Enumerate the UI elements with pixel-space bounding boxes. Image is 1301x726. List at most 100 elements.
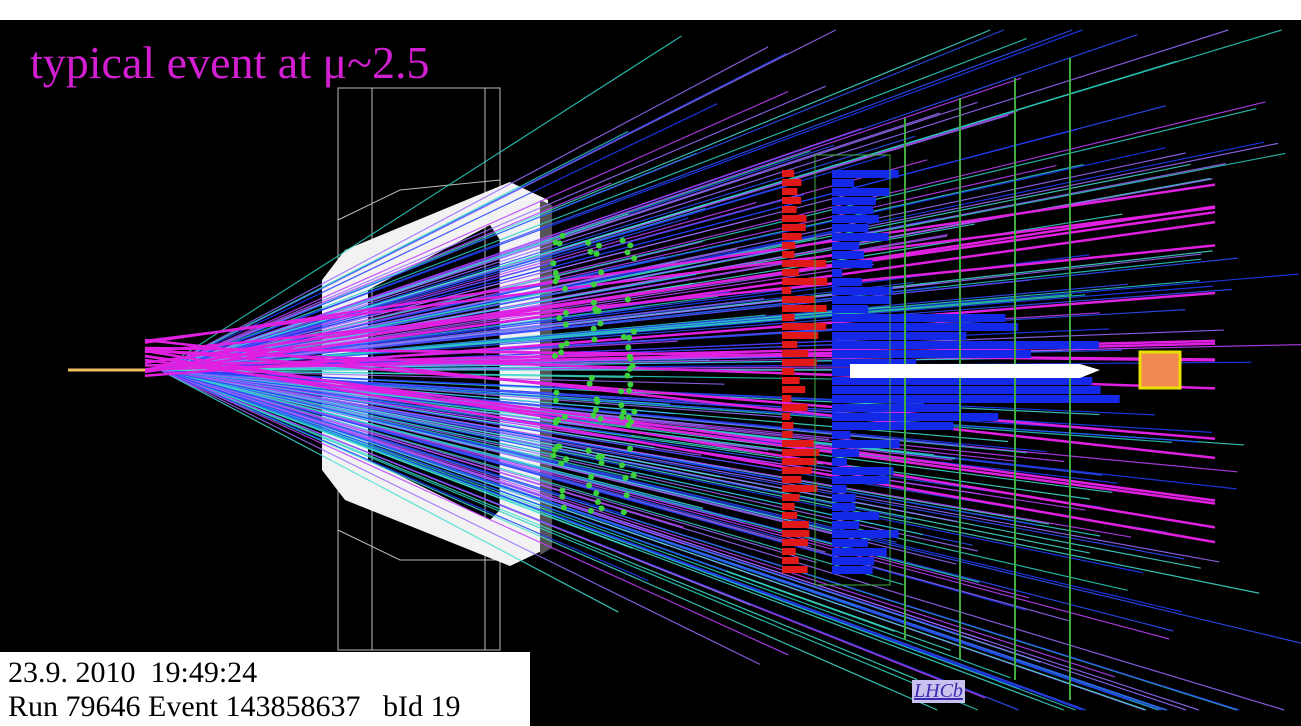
hit: [619, 414, 625, 420]
ecal-cell: [782, 197, 801, 204]
ecal-cell: [782, 287, 791, 294]
ecal-cell: [782, 233, 802, 240]
hcal-cell: [832, 530, 899, 538]
hit: [598, 416, 604, 422]
hit: [589, 375, 595, 381]
hcal-cell: [832, 458, 847, 466]
hcal-cell: [832, 422, 954, 430]
ecal-cell: [782, 305, 827, 312]
hit: [588, 474, 594, 480]
hit: [594, 251, 600, 257]
hcal-cell: [832, 566, 873, 574]
hit: [628, 419, 634, 425]
hit: [627, 381, 633, 387]
hit: [593, 490, 599, 496]
ecal-cell: [782, 557, 799, 564]
hcal-cell: [832, 260, 872, 268]
ecal-cell: [782, 188, 797, 195]
ecal-cell: [782, 431, 793, 438]
hit: [618, 402, 624, 408]
hit: [599, 460, 605, 466]
hcal-cell: [832, 170, 899, 178]
ecal-cell: [782, 359, 817, 366]
hit: [560, 233, 566, 239]
ecal-cell: [782, 476, 801, 483]
hit: [624, 492, 630, 498]
ecal-cell: [782, 458, 817, 465]
hit: [550, 260, 556, 266]
hit: [562, 414, 568, 420]
hit: [553, 418, 559, 424]
hit: [627, 446, 633, 452]
hcal-cell: [832, 188, 889, 196]
event-display: typical event at μ~2.5 23.9. 2010 19:49:…: [0, 0, 1301, 726]
hit: [598, 269, 604, 275]
hit: [586, 482, 592, 488]
ecal-cell: [782, 296, 816, 303]
ecal-cell: [782, 260, 826, 267]
hcal-cell: [832, 413, 998, 421]
ecal-cell: [782, 332, 818, 339]
hit: [595, 454, 601, 460]
muon-track: [145, 185, 1215, 343]
hcal-cell: [832, 323, 1018, 331]
hit: [552, 447, 558, 453]
hit: [553, 397, 559, 403]
hit: [631, 329, 637, 335]
hit: [559, 487, 565, 493]
hit: [556, 315, 562, 321]
hit: [625, 344, 631, 350]
tracks: [145, 30, 1301, 710]
ecal-cell: [782, 224, 806, 231]
hcal-cell: [832, 278, 862, 286]
ecal-cell: [782, 503, 795, 510]
ecal-cell: [782, 404, 807, 411]
hcal-cell: [832, 296, 891, 304]
hit: [599, 505, 605, 511]
hit: [618, 388, 624, 394]
beam-pipe: [850, 364, 1100, 378]
hcal-cell: [832, 386, 1101, 394]
hit: [591, 282, 597, 288]
ecal-cell: [782, 323, 826, 330]
hit: [627, 242, 633, 248]
ecal-cell: [782, 269, 799, 276]
ecal-cell: [782, 395, 791, 402]
hcal-cell: [832, 233, 889, 241]
hit: [551, 453, 557, 459]
ecal-cell: [782, 368, 794, 375]
hcal-cell: [832, 476, 889, 484]
hcal-cell: [832, 557, 874, 565]
hit: [622, 475, 628, 481]
ecal-cell: [782, 179, 801, 186]
hit: [564, 341, 570, 347]
hit: [558, 460, 564, 466]
event-scene: [0, 0, 1301, 726]
hcal-cell: [832, 242, 859, 250]
hcal-cell: [832, 287, 893, 295]
hit: [559, 493, 565, 499]
hit: [591, 326, 597, 332]
run-info: Run 79646 Event 143858637 bId 19: [8, 690, 460, 724]
hcal-cell: [832, 449, 859, 457]
hit: [626, 388, 632, 394]
hit: [598, 321, 604, 327]
hit: [621, 334, 627, 340]
hcal-cell: [832, 485, 846, 493]
hcal-cell: [832, 512, 879, 520]
hcal-cell: [832, 251, 864, 259]
ecal-cell: [782, 413, 790, 420]
ecal-cell: [782, 422, 793, 429]
ecal-cell: [782, 467, 812, 474]
hit: [587, 381, 593, 387]
hcal-cell: [832, 314, 1005, 322]
ecal-cell: [782, 341, 797, 348]
hit: [621, 409, 627, 415]
hit: [552, 278, 558, 284]
hit: [624, 373, 630, 379]
logo: LHCb: [912, 680, 965, 703]
ecal-cell: [782, 449, 819, 456]
timestamp: 23.9. 2010 19:49:24: [8, 656, 257, 690]
hcal-cell: [832, 548, 887, 556]
hcal-cell: [832, 179, 854, 187]
